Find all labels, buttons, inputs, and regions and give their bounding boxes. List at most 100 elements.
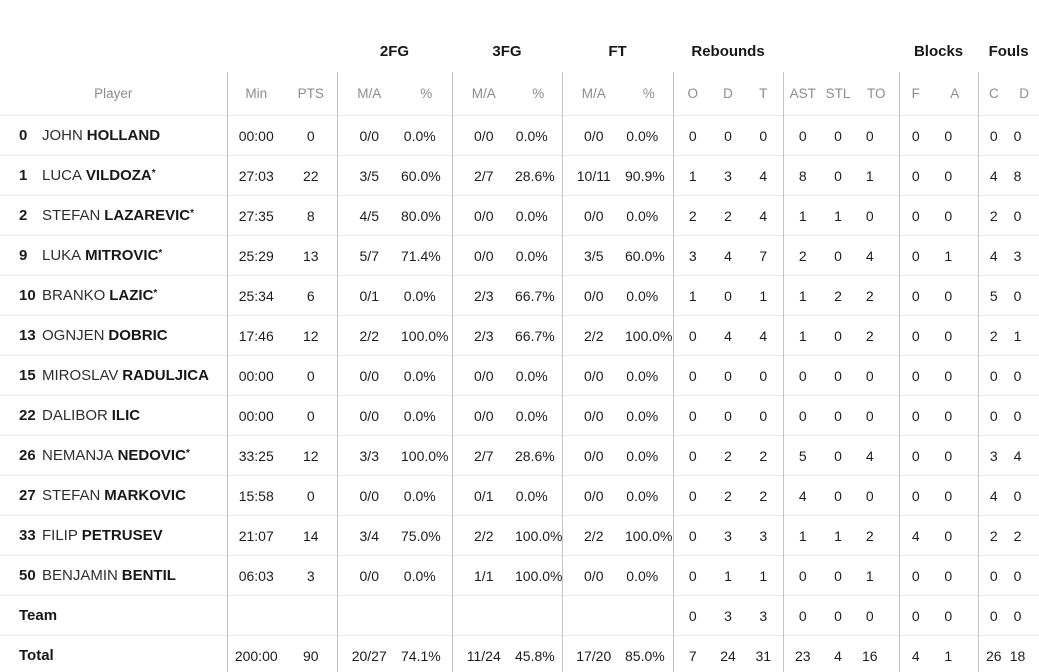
stat-ft-pct: 0.0% bbox=[626, 207, 659, 224]
group-header-spacer bbox=[783, 30, 899, 72]
stat-foul-d: 0 bbox=[1013, 487, 1022, 504]
stat-stl: 0 bbox=[834, 367, 842, 384]
stat-ft-pct: 100.0% bbox=[625, 527, 673, 544]
stat-reb-t: 0 bbox=[759, 127, 768, 144]
stat-2fg-pct: 74.1% bbox=[401, 647, 441, 664]
stat-foul-c: 26 bbox=[977, 635, 1010, 672]
stat-reb-o: 7 bbox=[672, 635, 713, 672]
stat-reb-d: 3 bbox=[724, 607, 732, 624]
player-row: 1 LUCA VILDOZA* 27:03 22 3/5 60.0% 2/7 28.6% 10… bbox=[0, 155, 1039, 196]
stat-3fg-pct: 66.7% bbox=[515, 287, 555, 304]
stat-stl: 1 bbox=[834, 207, 842, 224]
player-row: 27 STEFAN MARKOVIC 15:58 0 0/0 0.0% 0/1 0.0% 0/… bbox=[0, 475, 1039, 516]
stat-to: 0 bbox=[865, 127, 874, 144]
jersey-number: 0 bbox=[19, 127, 28, 144]
stat-2fg-ma: 0/0 bbox=[336, 355, 401, 396]
player-last-name: LAZAREVIC bbox=[104, 207, 191, 224]
player-cell: 1 LUCA VILDOZA* bbox=[0, 156, 227, 196]
stat-stl: 0 bbox=[834, 247, 842, 264]
stat-blk-f: 4 bbox=[898, 635, 933, 672]
stat-ft-ma: 0/0 bbox=[561, 555, 625, 596]
stat-stl: 0 bbox=[834, 407, 842, 424]
stat-pts: 0 bbox=[306, 487, 315, 504]
stat-foul-c: 0 bbox=[977, 395, 1010, 436]
col-header-to: TO bbox=[867, 86, 886, 101]
stat-foul-d: 0 bbox=[1013, 367, 1022, 384]
stat-pts: 12 bbox=[302, 447, 319, 464]
jersey-number: 1 bbox=[19, 167, 28, 184]
player-cell: 13 OGNJEN DOBRIC bbox=[0, 316, 227, 356]
stat-min: 00:00 bbox=[226, 355, 285, 396]
player-cell: 9 LUKA MITROVIC* bbox=[0, 236, 227, 276]
stat-stl: 2 bbox=[834, 287, 842, 304]
stat-ast: 23 bbox=[782, 635, 823, 672]
stat-to: 0 bbox=[865, 487, 874, 504]
stat-blk-f: 0 bbox=[898, 195, 933, 236]
total-row: Total 200:00 90 20/27 74.1% 11/24 45.8% 17/20 8… bbox=[0, 635, 1039, 672]
stat-reb-t: 4 bbox=[759, 327, 768, 344]
stat-foul-c: 0 bbox=[977, 555, 1010, 596]
player-first-name: LUCA bbox=[42, 167, 83, 184]
stat-stl: 1 bbox=[834, 527, 842, 544]
stat-min: 00:00 bbox=[226, 395, 285, 436]
col-header-pts: PTS bbox=[297, 86, 324, 101]
col-header-stl: STL bbox=[825, 86, 851, 101]
stat-pts: 6 bbox=[306, 287, 315, 304]
player-first-name: BENJAMIN bbox=[42, 567, 118, 584]
stat-ft-ma: 0/0 bbox=[561, 355, 625, 396]
stat-2fg-ma: 0/0 bbox=[336, 475, 401, 516]
stat-reb-t: 2 bbox=[759, 447, 768, 464]
group-header-blocks: Blocks bbox=[913, 42, 964, 60]
stat-reb-d: 24 bbox=[720, 647, 736, 664]
stat-to: 0 bbox=[865, 367, 874, 384]
stat-reb-t: 3 bbox=[759, 607, 768, 624]
stat-foul-c: 0 bbox=[977, 115, 1010, 156]
stat-pts bbox=[285, 596, 337, 636]
stat-ast: 2 bbox=[782, 235, 823, 276]
stat-to: 1 bbox=[865, 167, 874, 184]
stat-reb-d: 4 bbox=[724, 327, 732, 344]
player-cell: 26 NEMANJA NEDOVIC* bbox=[0, 436, 227, 476]
player-row: 33 FILIP PETRUSEV 21:07 14 3/4 75.0% 2/2 100.0… bbox=[0, 515, 1039, 556]
stat-foul-d: 0 bbox=[1013, 127, 1022, 144]
stat-2fg-pct: 71.4% bbox=[401, 247, 441, 264]
stat-blk-f: 4 bbox=[898, 515, 933, 556]
stat-min: 33:25 bbox=[226, 435, 285, 476]
stat-2fg-ma: 3/4 bbox=[336, 515, 401, 556]
stat-to: 0 bbox=[865, 207, 874, 224]
player-first-name: BRANKO bbox=[42, 287, 106, 304]
player-row: 9 LUKA MITROVIC* 25:29 13 5/7 71.4% 0/0 0.0% 3/… bbox=[0, 235, 1039, 276]
stat-ft-pct: 0.0% bbox=[626, 567, 659, 584]
stat-2fg-ma: 4/5 bbox=[336, 195, 401, 236]
col-header-3fg-pct: % bbox=[532, 86, 545, 101]
stat-reb-t: 31 bbox=[755, 647, 772, 664]
stat-2fg-pct: 0.0% bbox=[403, 487, 436, 504]
stat-reb-d: 3 bbox=[724, 167, 732, 184]
stat-2fg-pct: 80.0% bbox=[401, 207, 441, 224]
stat-2fg-pct: 100.0% bbox=[401, 447, 449, 464]
stat-3fg-ma: 0/0 bbox=[451, 395, 515, 436]
stat-2fg-pct: 0.0% bbox=[403, 367, 436, 384]
stat-reb-d: 0 bbox=[724, 127, 732, 144]
stat-stl: 0 bbox=[834, 607, 842, 624]
stat-ft-ma: 0/0 bbox=[561, 395, 625, 436]
player-first-name: NEMANJA bbox=[42, 447, 114, 464]
stat-3fg-pct: 0.0% bbox=[515, 487, 548, 504]
col-header-foul-d: D bbox=[1019, 86, 1029, 101]
stat-reb-t: 7 bbox=[759, 247, 768, 264]
jersey-number: 15 bbox=[19, 367, 36, 384]
stat-3fg-ma: 2/7 bbox=[451, 155, 515, 196]
player-cell: Total bbox=[0, 636, 227, 672]
col-header-foul-c: C bbox=[977, 72, 1010, 116]
group-header-ft: FT bbox=[608, 42, 627, 60]
stat-ft-ma: 17/20 bbox=[561, 635, 625, 672]
stat-blk-a: 0 bbox=[944, 607, 953, 624]
stat-reb-t: 1 bbox=[759, 287, 768, 304]
stat-stl: 0 bbox=[834, 567, 842, 584]
stat-pts: 3 bbox=[306, 567, 315, 584]
stat-reb-d: 2 bbox=[724, 447, 732, 464]
stat-to: 0 bbox=[865, 607, 874, 624]
stat-reb-o: 2 bbox=[672, 195, 713, 236]
player-last-name: LAZIC bbox=[109, 287, 154, 304]
jersey-number: 33 bbox=[19, 527, 36, 544]
